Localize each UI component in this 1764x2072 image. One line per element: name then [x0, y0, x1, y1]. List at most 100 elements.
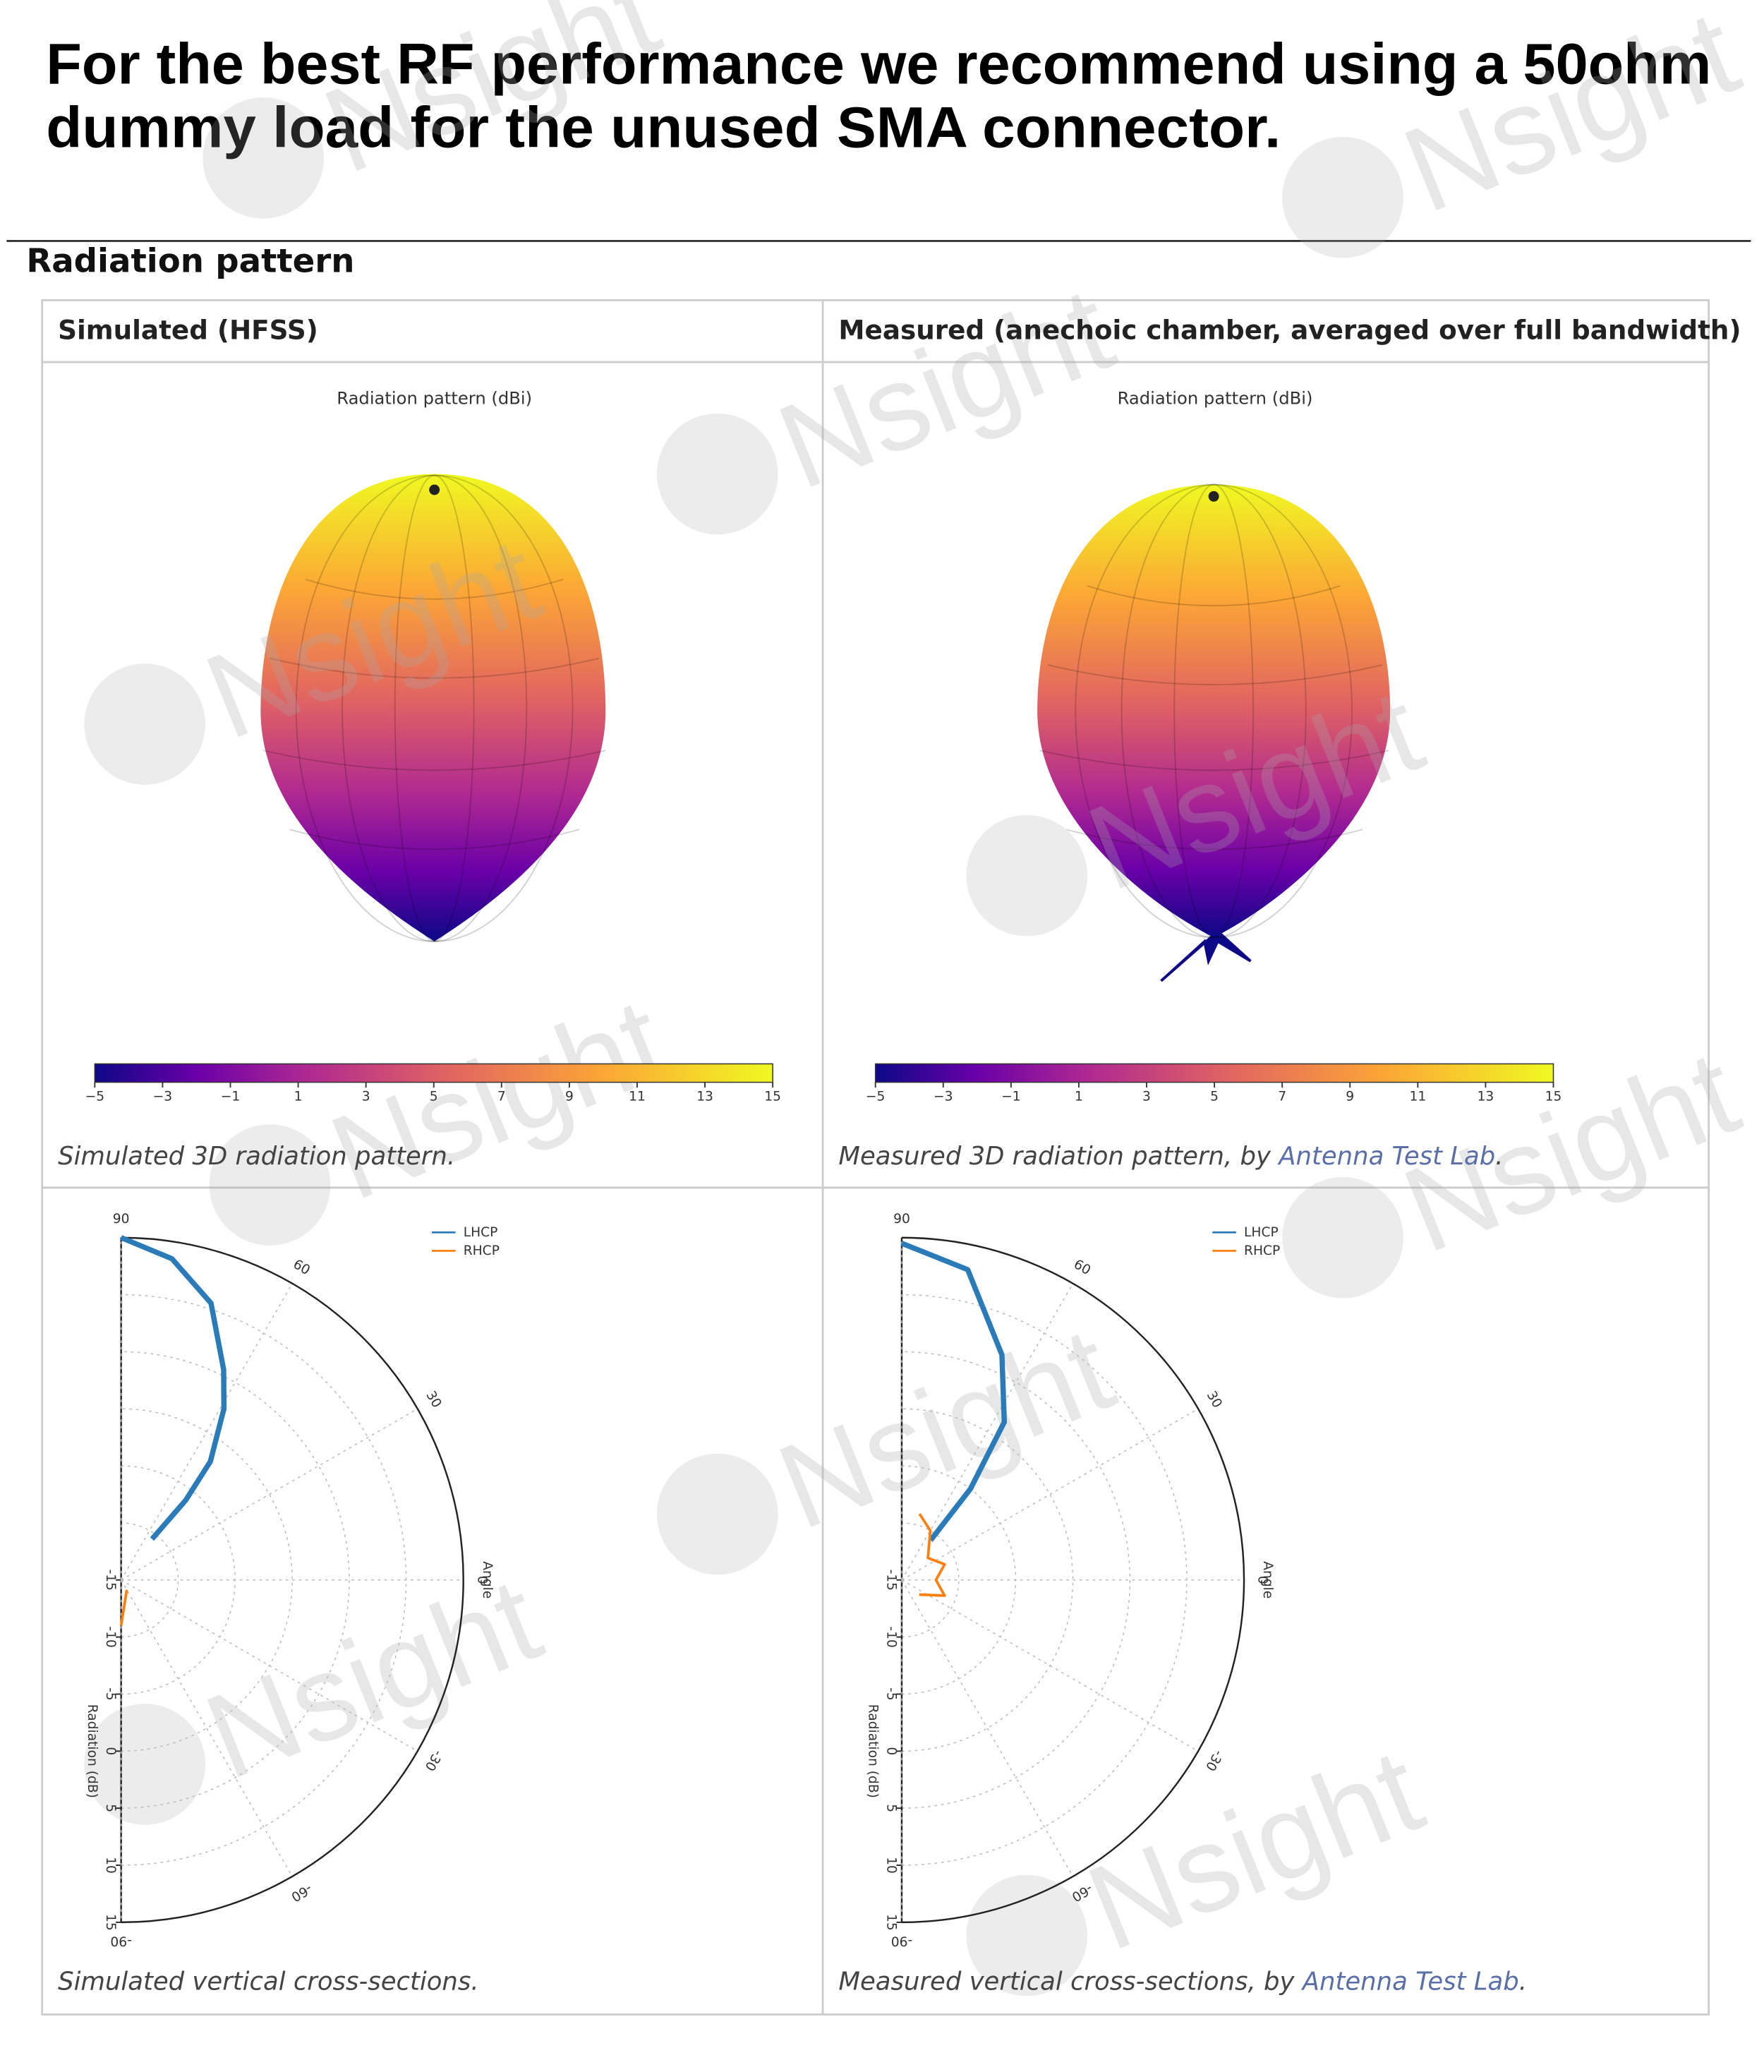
caption-end: . [1519, 1968, 1527, 1996]
colorbar-tick-label: −5 [85, 1090, 104, 1104]
caption-text: Simulated vertical cross-sections. [58, 1968, 479, 1996]
r-tick-label: 5 [103, 1804, 118, 1812]
plot-title: Radiation pattern (dBi) [337, 387, 532, 408]
watermark-icon [1282, 137, 1403, 258]
angle-tick-label: 90 [893, 1212, 910, 1227]
colorbar-tick-label: 11 [1409, 1090, 1426, 1104]
r-tick-label: -15 [884, 1570, 899, 1591]
caption-text: Measured 3D radiation pattern, by [838, 1142, 1279, 1171]
grid-spoke [121, 1408, 418, 1581]
legend-label: RHCP [464, 1243, 500, 1258]
watermark-icon [84, 663, 206, 785]
colorbar-tick-label: 1 [1075, 1090, 1083, 1104]
angle-tick-label: 90 [113, 1212, 130, 1227]
polar-curve [120, 1235, 227, 1541]
colorbar-tick-label: 15 [1545, 1090, 1562, 1104]
caption-text: Simulated 3D radiation pattern. [58, 1142, 455, 1171]
colorbar-tick-label: 5 [1210, 1090, 1219, 1104]
r-tick-label: -15 [103, 1570, 118, 1591]
r-tick-label: -10 [884, 1626, 899, 1647]
grid-spoke [120, 1283, 293, 1581]
r-tick-label: -5 [103, 1687, 118, 1701]
r-tick-label: 0 [884, 1747, 899, 1755]
angle-tick-label: -90 [110, 1933, 131, 1948]
table-frame [41, 299, 1710, 2016]
angle-tick-label: -90 [891, 1933, 912, 1948]
caption: Measured 3D radiation pattern, by Antenn… [838, 1142, 1503, 1171]
legend-label: LHCP [1244, 1225, 1279, 1240]
colorbar-tick-label: −3 [153, 1090, 172, 1104]
caption: Simulated vertical cross-sections. [58, 1968, 479, 1996]
grid-spoke [121, 1579, 418, 1752]
caption: Measured vertical cross-sections, by Ant… [838, 1968, 1527, 1996]
section-title: Radiation pattern [26, 242, 354, 280]
colorbar-tick-label: 7 [497, 1090, 506, 1104]
grid-spoke [901, 1408, 1199, 1581]
colorbar [94, 1063, 773, 1083]
grid-circle [121, 1522, 179, 1638]
watermark-icon [966, 1874, 1088, 1996]
watermark-icon [203, 97, 324, 219]
watermark-icon [1282, 1176, 1403, 1299]
angle-tick-label: 0 [474, 1576, 489, 1584]
watermark-icon [656, 413, 778, 535]
r-tick-label: -5 [884, 1687, 899, 1701]
colorbar-tick-label: −1 [1001, 1090, 1020, 1104]
colorbar-tick-label: −3 [934, 1090, 953, 1104]
colorbar-tick-label: 7 [1278, 1090, 1286, 1104]
grid-circle [901, 1522, 959, 1638]
r-tick-label: 0 [103, 1747, 118, 1755]
polar-curve [918, 1513, 946, 1597]
column-header: Simulated (HFSS) [58, 315, 318, 346]
angle-tick-label: 0 [1255, 1576, 1270, 1584]
grid-spoke [901, 1579, 1199, 1752]
colorbar-tick-label: 11 [629, 1090, 646, 1104]
colorbar-tick-label: −5 [866, 1090, 885, 1104]
simulated-3d-pattern [260, 474, 606, 942]
plot-title: Radiation pattern (dBi) [1118, 387, 1313, 408]
colorbar-tick-label: 1 [294, 1090, 303, 1104]
colorbar-tick-label: 13 [1478, 1090, 1494, 1104]
colorbar-tick-label: 3 [362, 1090, 370, 1104]
colorbar-tick-label: 9 [565, 1090, 574, 1104]
colorbar-tick-label: 3 [1142, 1090, 1151, 1104]
r-tick-label: 10 [884, 1857, 899, 1874]
watermark-icon [656, 1453, 778, 1575]
caption-text: Measured vertical cross-sections, by [838, 1968, 1302, 1996]
polar-curve [119, 1589, 128, 1626]
polar-frame [121, 1236, 464, 1924]
r-tick-label: 15 [103, 1914, 118, 1931]
legend-label: RHCP [1244, 1243, 1280, 1258]
watermark-icon [966, 814, 1088, 936]
watermark-icon [84, 1704, 206, 1825]
colorbar-tick-label: 13 [696, 1090, 713, 1104]
measured-3d-pattern [1037, 483, 1391, 982]
grid-spoke [901, 1283, 1074, 1581]
angle-label: Angle [480, 1561, 495, 1598]
legend-label: LHCP [464, 1225, 498, 1240]
r-tick-label: 10 [103, 1857, 118, 1874]
column-header: Measured (anechoic chamber, averaged ove… [838, 315, 1741, 346]
grid-spoke [120, 1579, 293, 1877]
note-line: dummy load for the unused SMA connector. [46, 95, 1281, 159]
watermark-icon [209, 1124, 331, 1246]
r-tick-label: -10 [103, 1626, 118, 1647]
r-axis-label: Radiation (dB) [865, 1704, 880, 1798]
angle-label: Angle [1260, 1561, 1275, 1598]
r-tick-label: 15 [884, 1914, 899, 1931]
caption-link[interactable]: Antenna Test Lab [1301, 1968, 1519, 1996]
colorbar-tick-label: 9 [1346, 1090, 1354, 1104]
colorbar-tick-label: 5 [430, 1090, 438, 1104]
polar-curve [900, 1241, 1008, 1542]
caption: Simulated 3D radiation pattern. [58, 1142, 455, 1171]
colorbar-tick-label: 15 [764, 1090, 781, 1104]
r-tick-label: 5 [884, 1804, 899, 1812]
colorbar [874, 1063, 1554, 1083]
polar-frame [901, 1236, 1245, 1924]
caption-end: . [1495, 1142, 1503, 1171]
colorbar-tick-label: −1 [221, 1090, 240, 1104]
r-axis-label: Radiation (dB) [85, 1704, 99, 1798]
caption-link[interactable]: Antenna Test Lab [1277, 1142, 1495, 1171]
